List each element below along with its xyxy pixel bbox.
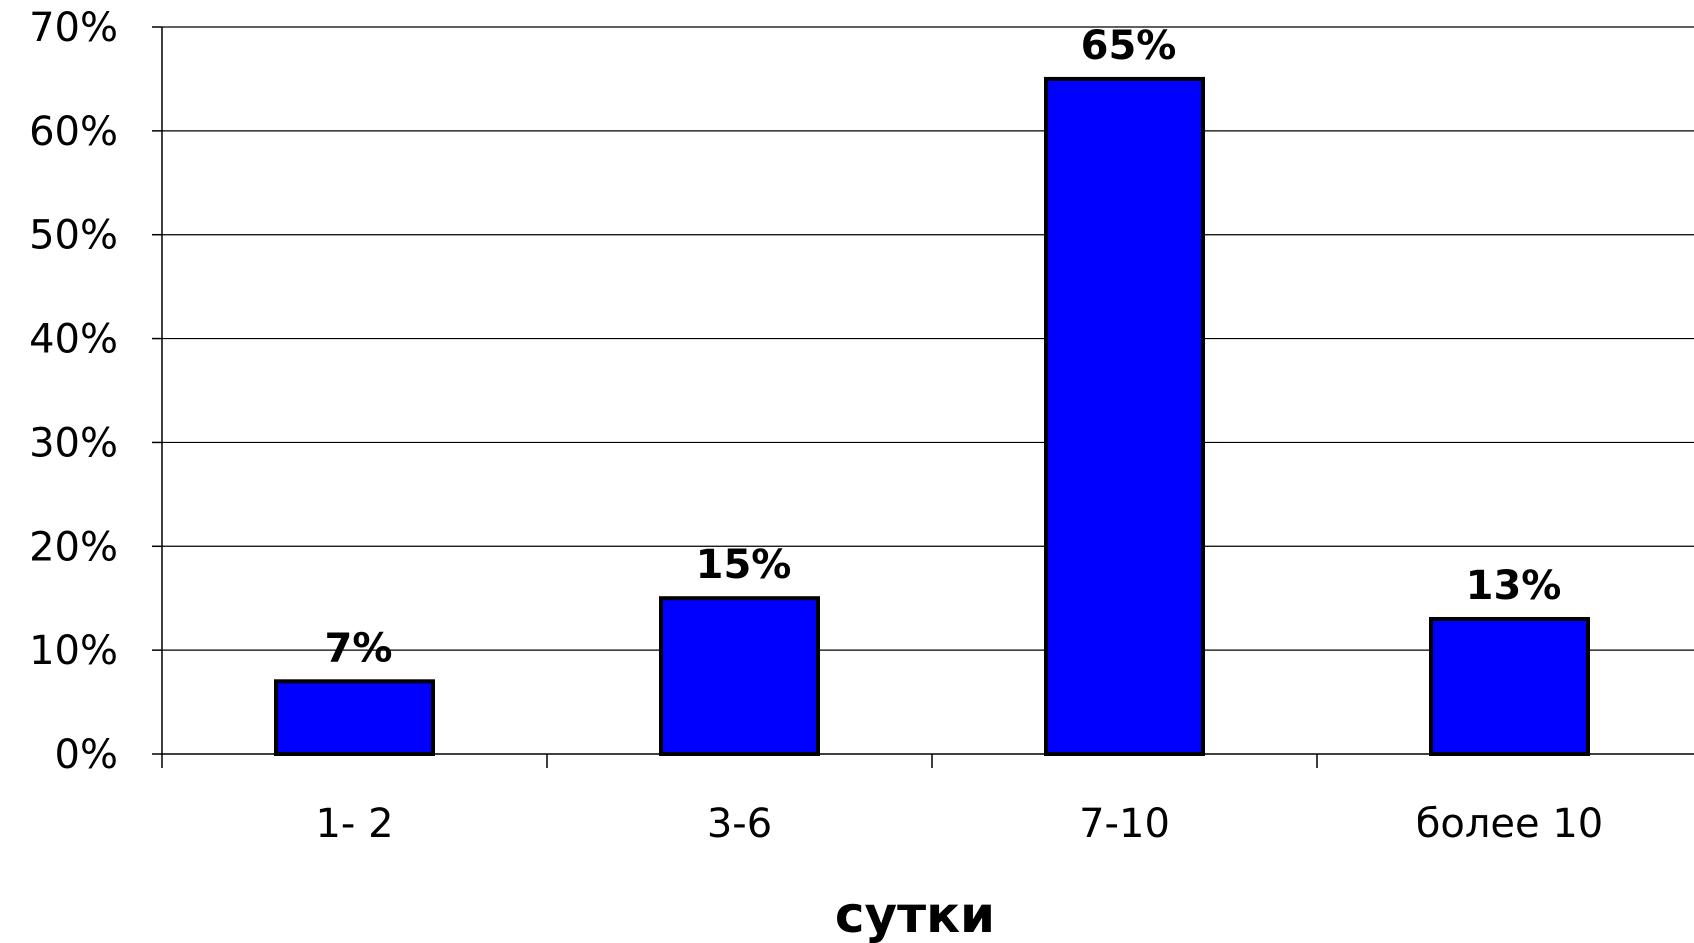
y-tick-label: 70%	[29, 5, 118, 51]
x-tick-label: 1- 2	[315, 801, 393, 847]
bar	[1429, 616, 1590, 756]
x-tick-label: 3-6	[707, 801, 772, 847]
data-label: 13%	[1466, 563, 1562, 609]
bar	[659, 596, 820, 757]
gridlines	[162, 26, 1694, 651]
y-tick-label: 30%	[29, 420, 118, 466]
axes	[152, 26, 1694, 768]
bar	[274, 679, 435, 756]
x-tick-label: более 10	[1416, 801, 1604, 847]
data-label: 7%	[325, 625, 393, 671]
y-axis-tick-labels: 0% 10% 20% 30% 40% 50% 60% 70%	[29, 5, 118, 778]
y-tick-label: 0%	[55, 732, 118, 778]
y-tick-label: 10%	[29, 628, 118, 674]
data-labels: 7% 15% 65% 13%	[325, 23, 1562, 671]
x-axis-title: сутки	[835, 886, 995, 943]
data-label: 15%	[696, 542, 792, 588]
bar	[1044, 76, 1205, 756]
x-axis-tick-labels: 1- 2 3-6 7-10 более 10	[315, 801, 1603, 847]
y-tick-label: 20%	[29, 524, 118, 570]
data-label: 65%	[1081, 23, 1177, 69]
x-tick-label: 7-10	[1079, 801, 1170, 847]
y-tick-label: 50%	[29, 213, 118, 259]
y-tick-label: 60%	[29, 109, 118, 155]
bars	[274, 76, 1590, 757]
y-tick-label: 40%	[29, 317, 118, 363]
